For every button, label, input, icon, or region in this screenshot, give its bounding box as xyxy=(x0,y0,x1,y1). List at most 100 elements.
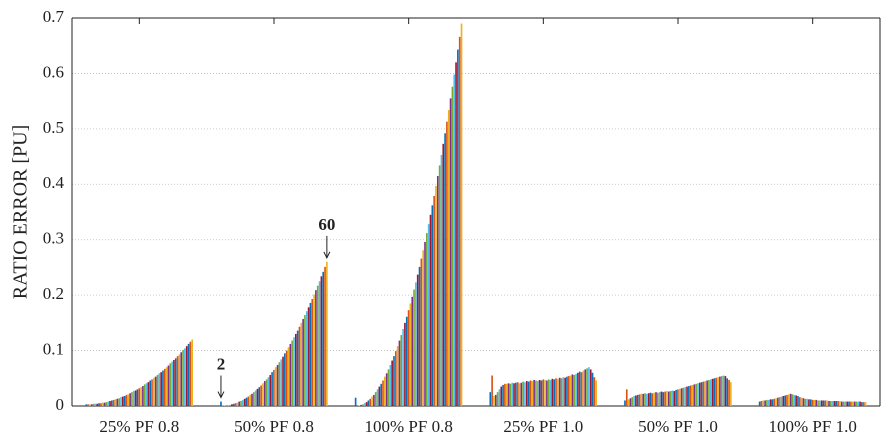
bar xyxy=(415,282,417,406)
bar xyxy=(296,330,299,406)
bar xyxy=(260,385,262,406)
bar xyxy=(808,399,810,406)
bar xyxy=(505,383,508,406)
bar xyxy=(167,365,170,406)
bar xyxy=(627,399,630,406)
bar xyxy=(111,400,113,406)
bar xyxy=(815,399,818,406)
bar xyxy=(708,379,710,406)
bar xyxy=(371,396,373,406)
bar xyxy=(114,399,117,406)
bar xyxy=(513,383,515,406)
bar xyxy=(318,281,321,406)
bar xyxy=(460,23,463,407)
bar xyxy=(862,402,865,406)
bar xyxy=(436,175,439,406)
bar xyxy=(509,383,512,406)
bar xyxy=(271,372,273,406)
bar xyxy=(391,360,393,406)
bar xyxy=(591,372,594,406)
bar xyxy=(118,398,120,406)
bar xyxy=(562,377,565,406)
bar xyxy=(380,383,383,406)
bar xyxy=(182,350,184,406)
bar xyxy=(223,405,226,406)
bar xyxy=(458,36,461,407)
bar xyxy=(722,375,725,406)
bar xyxy=(826,400,829,406)
bar xyxy=(438,165,441,406)
bar xyxy=(171,361,173,406)
bar xyxy=(558,377,561,406)
bar xyxy=(844,401,847,406)
bar xyxy=(625,389,628,406)
bar xyxy=(817,400,819,406)
annotation: 60 xyxy=(318,215,335,234)
bar xyxy=(773,398,776,406)
bar xyxy=(433,195,435,406)
bar xyxy=(571,374,574,406)
bar xyxy=(376,389,379,406)
bar xyxy=(360,404,362,406)
bar xyxy=(726,378,729,406)
bar xyxy=(647,393,650,406)
bar xyxy=(504,383,506,406)
bar xyxy=(769,399,772,406)
bar xyxy=(706,380,708,406)
bar xyxy=(282,356,284,406)
bar xyxy=(153,377,155,406)
bar xyxy=(715,377,718,406)
bar xyxy=(413,289,415,406)
bar xyxy=(693,384,696,406)
bar xyxy=(189,341,192,406)
bar xyxy=(369,398,372,406)
bar xyxy=(642,393,645,406)
bar xyxy=(544,379,546,406)
bar xyxy=(293,337,295,406)
bar xyxy=(316,285,319,406)
bar xyxy=(409,303,412,406)
bar xyxy=(384,376,386,406)
bar xyxy=(284,353,286,406)
bar xyxy=(278,362,281,406)
bar xyxy=(657,392,659,406)
y-tick-label: 0.4 xyxy=(43,173,65,192)
bar xyxy=(249,394,251,406)
bar xyxy=(221,405,224,406)
bar xyxy=(520,382,523,406)
annotation-arrowhead xyxy=(323,251,331,260)
y-tick-label: 0.3 xyxy=(43,229,64,248)
bar xyxy=(451,86,454,406)
bar xyxy=(265,379,268,406)
bar xyxy=(629,398,632,406)
bar xyxy=(100,403,102,406)
bar xyxy=(85,404,88,406)
bar xyxy=(540,380,543,406)
bar xyxy=(393,356,395,406)
bar xyxy=(511,382,514,406)
y-tick-label: 0 xyxy=(56,395,65,414)
bar xyxy=(267,377,270,406)
y-tick-label: 0.2 xyxy=(43,284,64,303)
bar xyxy=(387,369,390,406)
bar xyxy=(426,233,428,406)
bar xyxy=(809,399,812,406)
bar xyxy=(92,403,95,406)
bar xyxy=(191,339,194,406)
bar xyxy=(429,214,432,406)
bar xyxy=(180,352,183,406)
bar xyxy=(798,397,801,406)
bar xyxy=(789,393,792,406)
y-tick-label: 0.1 xyxy=(43,339,64,358)
bar xyxy=(595,380,598,406)
bar xyxy=(374,392,377,406)
bar xyxy=(802,398,805,406)
bar xyxy=(782,396,785,406)
bar xyxy=(698,382,701,406)
bar xyxy=(120,397,122,406)
bar xyxy=(289,343,292,406)
bar xyxy=(788,394,790,406)
bar xyxy=(811,399,814,406)
bar xyxy=(819,400,821,406)
bar xyxy=(431,205,434,406)
